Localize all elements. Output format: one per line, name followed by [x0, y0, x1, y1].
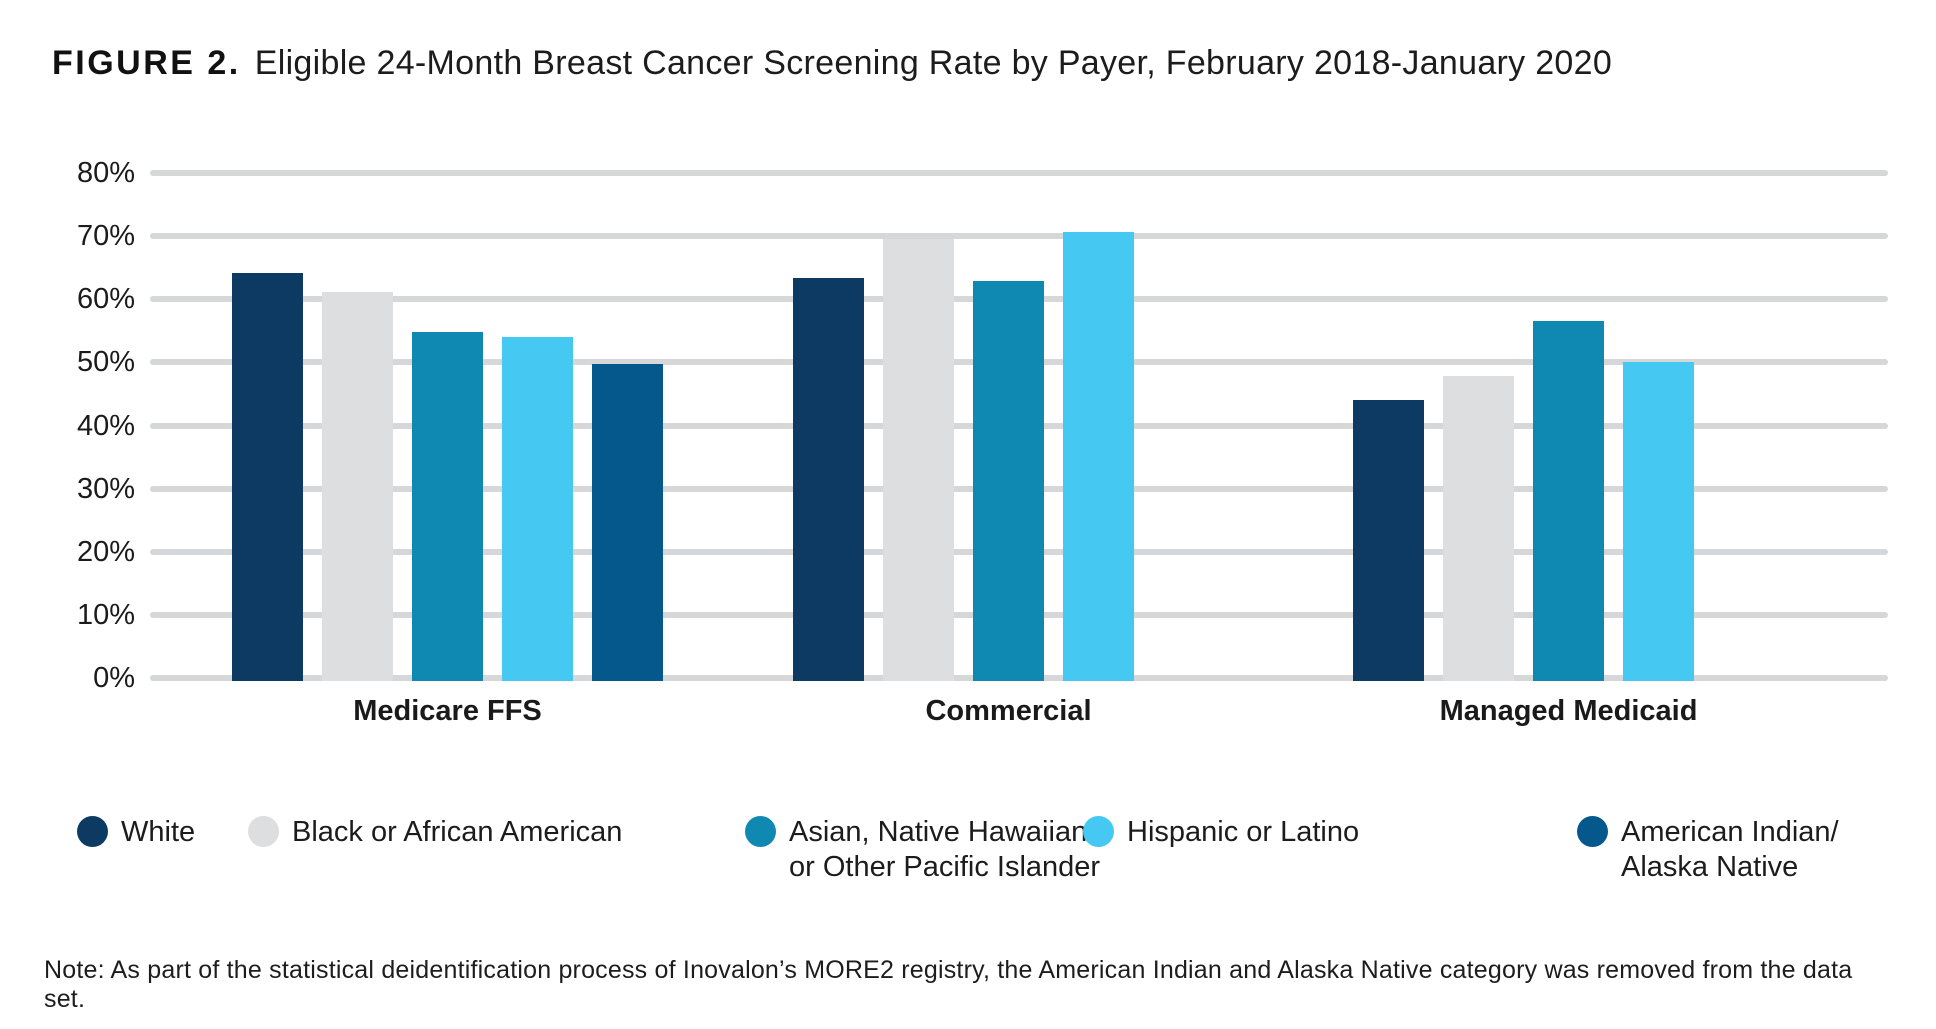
legend-dot-hispanic-or-latino — [1083, 816, 1114, 847]
y-tick-30: 30% — [76, 472, 135, 505]
bar-medicare-ffs-hispanic-or-latino — [502, 336, 573, 681]
y-axis: 0% 10% 20% 30% 40% 50% 60% 70% 80% — [40, 157, 135, 694]
legend-item-white: White — [77, 815, 195, 850]
figure-title: Eligible 24-Month Breast Cancer Screenin… — [254, 44, 1613, 82]
y-tick-20: 20% — [76, 535, 135, 568]
bar-medicare-ffs-american-indian-alaska-native — [592, 363, 663, 681]
y-tick-80: 80% — [76, 157, 135, 189]
legend-item-black-or-african-american: Black or African American — [248, 815, 622, 850]
gridline-80 — [150, 170, 1888, 176]
y-tick-0: 0% — [93, 662, 135, 694]
legend-item-hispanic-or-latino: Hispanic or Latino — [1083, 815, 1359, 850]
x-label-managed-medicaid: Managed Medicaid — [1439, 695, 1698, 727]
bar-managed-medicaid-black-or-african-american — [1443, 376, 1514, 681]
legend-item-asian-native-hawaiian-or-other-pacific-islander: Asian, Native Hawaiian or Other Pacific … — [745, 815, 1100, 885]
figure-title-row: FIGURE 2. Eligible 24-Month Breast Cance… — [52, 44, 1892, 83]
legend-item-american-indian-alaska-native: American Indian/ Alaska Native — [1577, 815, 1839, 885]
y-tick-40: 40% — [76, 409, 135, 442]
legend-label-white: White — [121, 816, 196, 848]
x-label-medicare-ffs: Medicare FFS — [353, 695, 542, 727]
bar-commercial-white — [793, 278, 864, 681]
bar-medicare-ffs-white — [232, 273, 303, 681]
legend-dot-black-or-african-american — [248, 816, 279, 847]
legend-label-asian-native-hawaiian-or-other-pacific-islander: Asian, Native Hawaiian or Other Pacific … — [789, 816, 1101, 883]
bar-managed-medicaid-hispanic-or-latino — [1623, 362, 1694, 681]
legend-label-american-indian-alaska-native: American Indian/ Alaska Native — [1621, 816, 1839, 883]
legend-dot-asian-native-hawaiian-or-other-pacific-islander — [745, 816, 776, 847]
legend-label-black-or-african-american: Black or African American — [292, 816, 623, 848]
bar-commercial-asian-native-hawaiian-or-other-pacific-islander — [973, 280, 1044, 681]
figure-number-label: FIGURE 2. — [52, 44, 241, 82]
plot-area: Medicare FFS Commercial Managed Medicaid — [150, 170, 1888, 727]
bar-managed-medicaid-asian-native-hawaiian-or-other-pacific-islander — [1533, 321, 1604, 681]
legend-label-hispanic-or-latino: Hispanic or Latino — [1127, 816, 1360, 848]
bar-commercial-hispanic-or-latino — [1063, 231, 1134, 681]
footnote: Note: As part of the statistical deident… — [44, 956, 1853, 1013]
y-tick-10: 10% — [76, 598, 135, 631]
bar-managed-medicaid-white — [1353, 399, 1424, 681]
y-tick-70: 70% — [76, 220, 135, 253]
x-label-commercial: Commercial — [925, 695, 1092, 727]
y-tick-50: 50% — [76, 346, 135, 379]
legend-dot-american-indian-alaska-native — [1577, 816, 1608, 847]
legend-dot-white — [77, 816, 108, 847]
bar-commercial-black-or-african-american — [883, 239, 954, 681]
bar-medicare-ffs-asian-native-hawaiian-or-other-pacific-islander — [412, 332, 483, 681]
gridline-70 — [150, 233, 1888, 240]
bar-medicare-ffs-black-or-african-american — [322, 291, 393, 681]
y-tick-60: 60% — [76, 283, 135, 316]
